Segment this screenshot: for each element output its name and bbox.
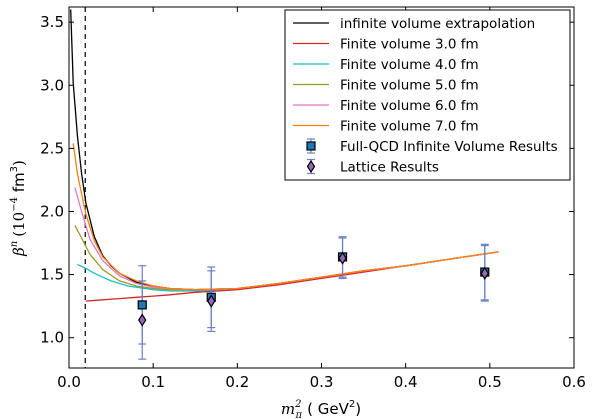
plot-area: [70, 7, 499, 368]
x-tick-label: 0.4: [394, 373, 418, 391]
y-tick-label: 1.0: [40, 329, 64, 347]
x-axis-label-sup: 2: [294, 399, 301, 410]
y-tick-label: 2.0: [40, 202, 64, 220]
x-tick-label: 0.0: [57, 373, 81, 391]
legend-label-2: Finite volume 4.0 fm: [340, 57, 479, 73]
y-axis-label-sup: n: [9, 241, 20, 247]
legend-label-6: Full-QCD Infinite Volume Results: [340, 139, 558, 155]
data-point-7-3: [480, 266, 489, 280]
y-tick-label: 2.5: [40, 139, 64, 157]
legend-box: [284, 9, 571, 181]
legend-marker-6: [306, 141, 316, 151]
x-tick-label: 0.6: [562, 373, 586, 391]
y-tick-label: 1.5: [40, 266, 64, 284]
legend-label-0: infinite volume extrapolation: [340, 16, 535, 32]
legend-label-5: Finite volume 7.0 fm: [340, 119, 479, 135]
y-axis-label-close: ): [10, 160, 28, 166]
series-line-3: [74, 225, 499, 291]
x-tick-label: 0.5: [478, 373, 502, 391]
y-axis-label-units-sup2: 3: [9, 166, 20, 172]
series-line-4: [74, 187, 499, 291]
y-axis-label-base: β: [10, 247, 28, 257]
data-point-7-2: [338, 251, 347, 265]
legend-label-7: Lattice Results: [340, 160, 439, 176]
legend-marker-7: [306, 159, 316, 174]
y-tick-label: 3.5: [40, 13, 64, 31]
y-axis-label: βn (10−4 fm3): [9, 160, 28, 257]
y-axis-label-units-sup: −4: [9, 197, 20, 212]
x-tick-label: 0.1: [141, 373, 165, 391]
legend: infinite volume extrapolation Finite volu…: [284, 9, 571, 181]
legend-label-1: Finite volume 3.0 fm: [340, 37, 479, 53]
y-axis-label-units-tail: fm: [10, 172, 28, 197]
x-axis-label-units-sup: 2: [349, 399, 355, 410]
legend-label-4: Finite volume 6.0 fm: [340, 98, 479, 114]
x-axis-label-units: ( GeV: [307, 400, 349, 418]
x-tick-label: 0.3: [310, 373, 334, 391]
series-line-5: [72, 143, 499, 291]
x-tick-label: 0.2: [225, 373, 249, 391]
axes: 0.0 0.1 0.2 0.3 0.4 0.5 0.6 1.0 1.5 2.0 2.5 3.0 3.5: [40, 6, 586, 391]
x-axis-label: m2 π( GeV2): [281, 399, 361, 419]
x-axis-label-close: ): [355, 400, 361, 418]
x-axis-label-sub: π: [295, 410, 303, 419]
legend-label-3: Finite volume 5.0 fm: [340, 78, 479, 94]
data-point-7-1: [207, 294, 216, 308]
x-axis-label-base: m: [281, 400, 295, 418]
series-line-1: [85, 251, 499, 302]
data-point-6-0: [137, 300, 147, 310]
data-point-7-0: [138, 313, 147, 327]
y-axis-label-units: (10: [10, 212, 28, 237]
y-tick-label: 3.0: [40, 76, 64, 94]
series-line-2: [77, 251, 499, 292]
